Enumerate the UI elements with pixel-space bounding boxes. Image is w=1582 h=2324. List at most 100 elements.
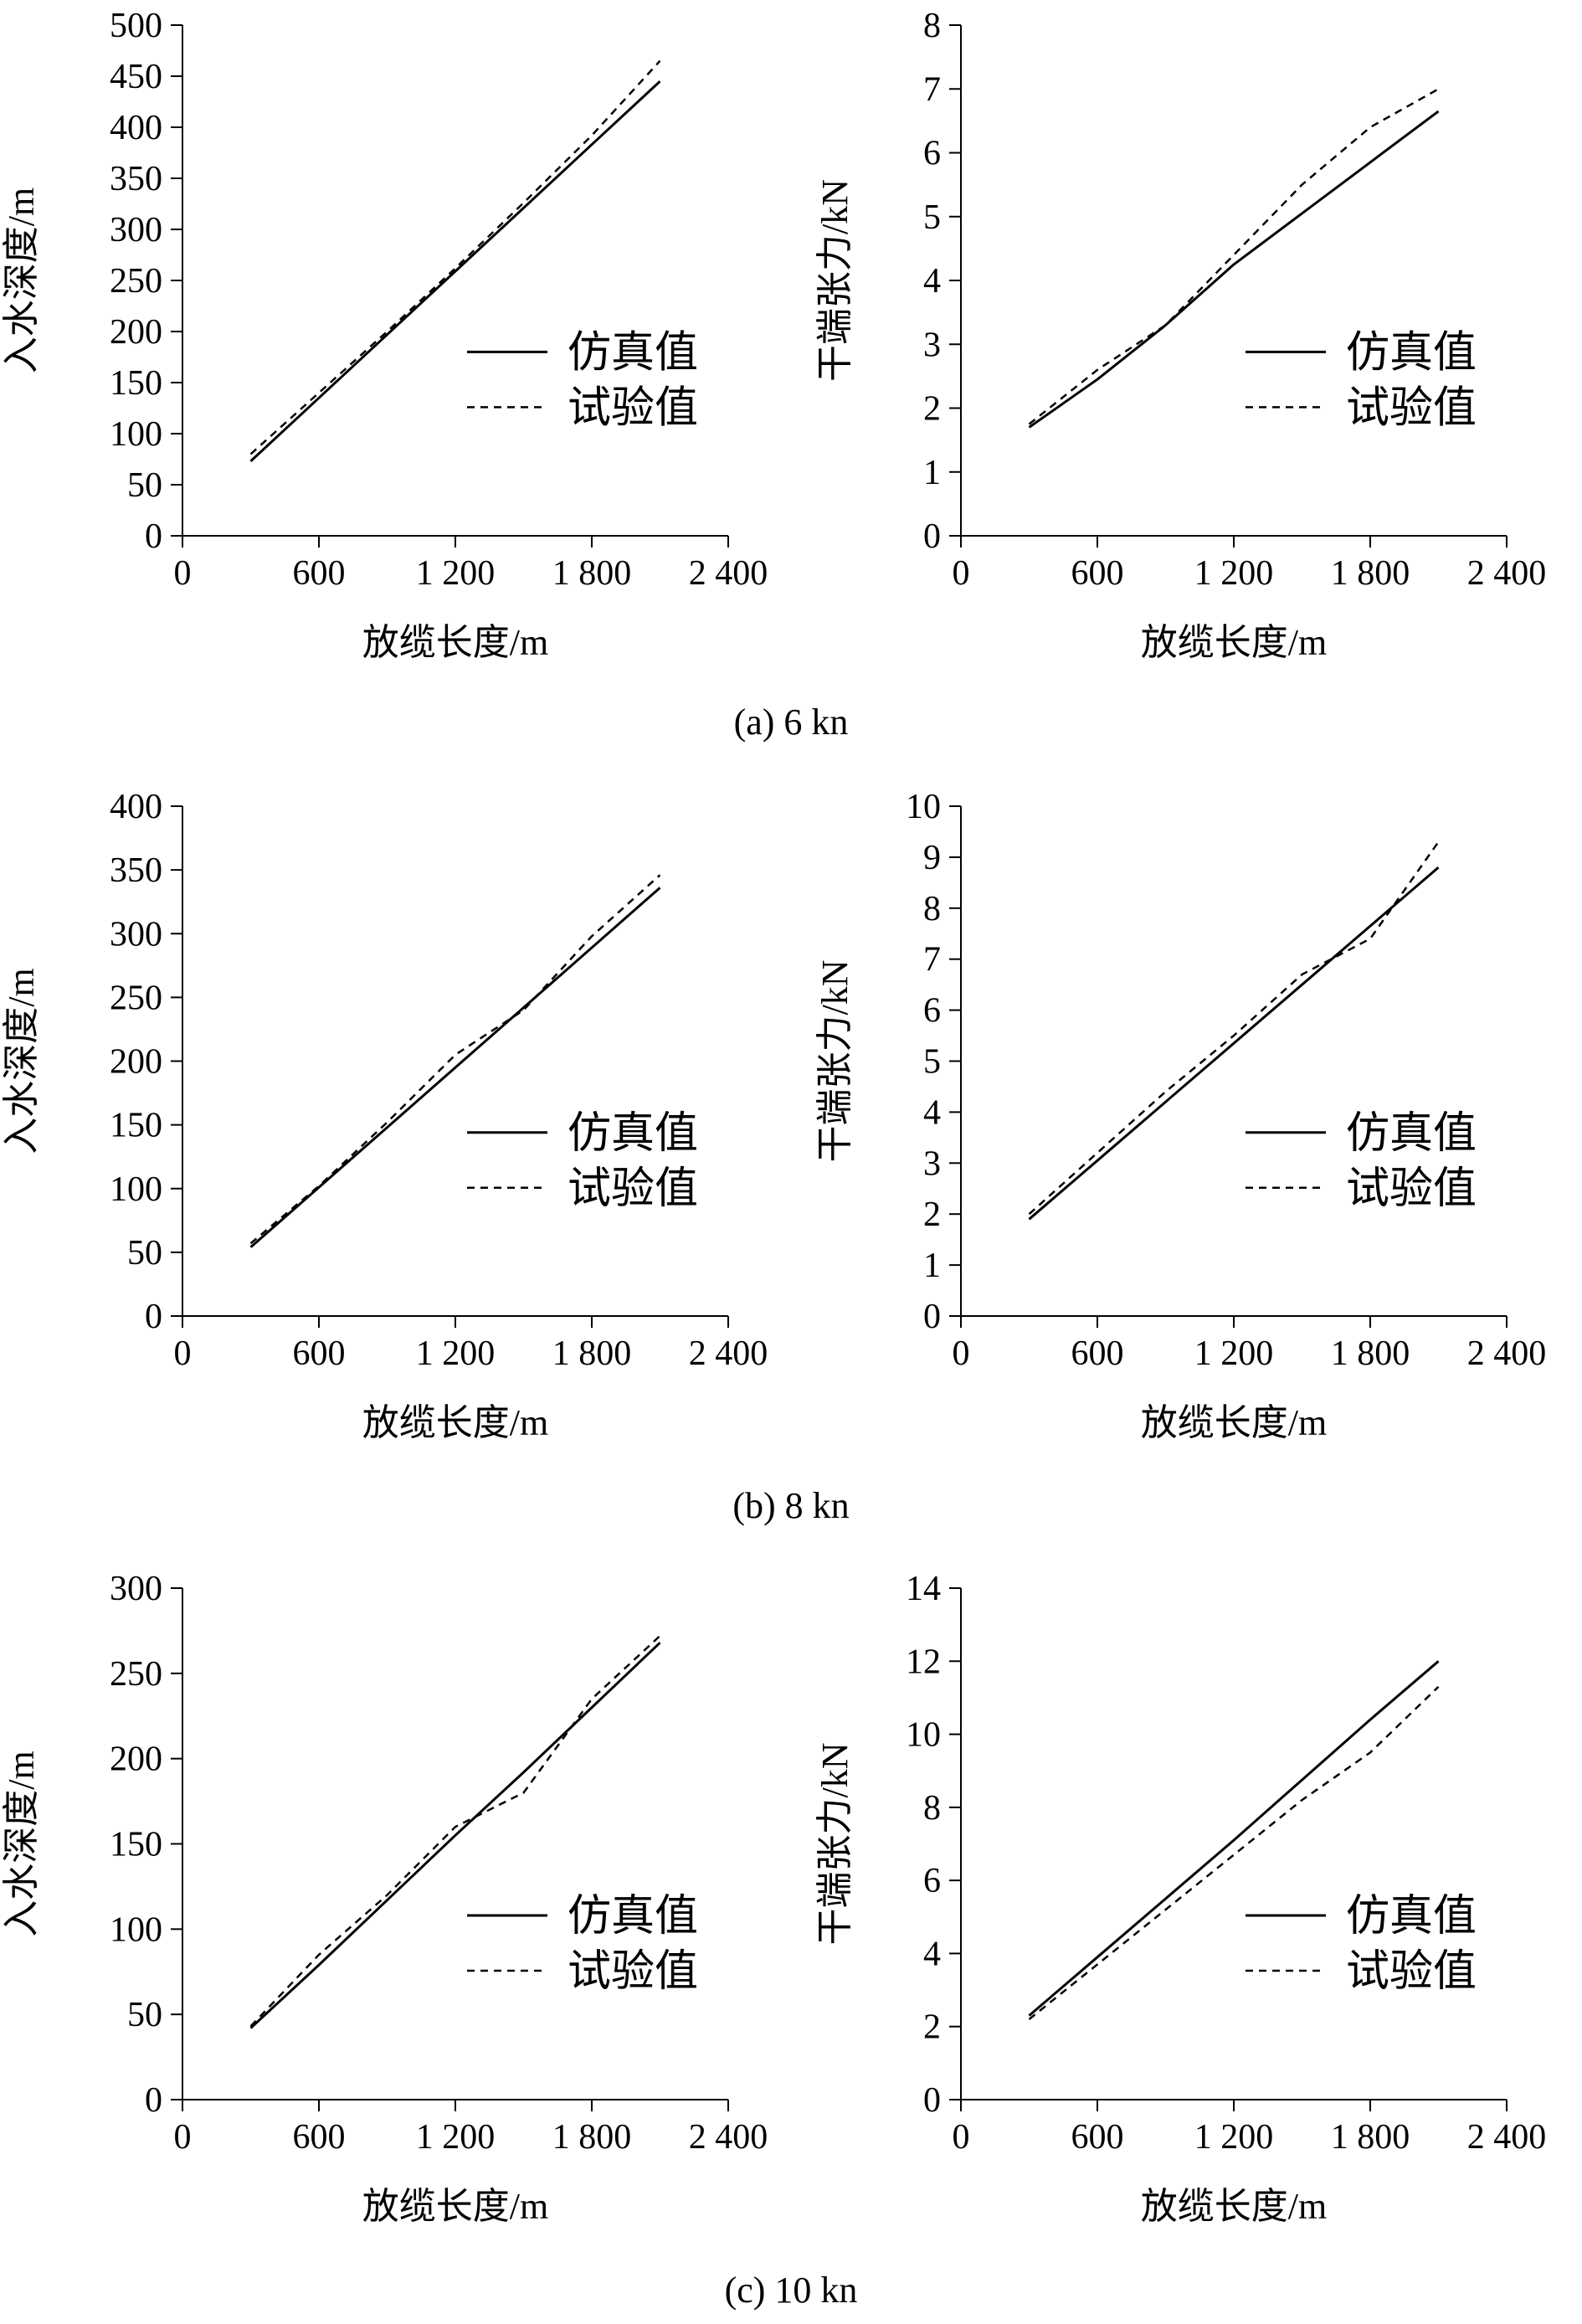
- legend-label: 仿真值: [1346, 1893, 1477, 1941]
- y-tick-label: 3: [923, 326, 941, 364]
- x-axis-title: 放缆长度/m: [1141, 2186, 1327, 2227]
- x-tick-label: 1 800: [552, 554, 632, 593]
- y-tick-label: 4: [923, 1935, 941, 1973]
- x-tick-label: 2 400: [1467, 2118, 1547, 2157]
- y-tick-label: 0: [923, 2081, 941, 2120]
- x-axis-title: 放缆长度/m: [362, 1402, 548, 1443]
- x-tick-label: 1 800: [1331, 1334, 1410, 1373]
- chart-b-right: 0 1 2 3 4 5 6 7 8 9 10 0 600 1 200 1 800 2 400 放缆长度/m 干端张…: [814, 788, 1546, 1443]
- y-tick-label: 0: [923, 517, 941, 556]
- x-tick-label: 0: [953, 1334, 970, 1373]
- x-tick-label: 1 800: [552, 2118, 632, 2157]
- y-tick-label: 100: [110, 1170, 162, 1209]
- y-tick-label: 2: [923, 390, 941, 429]
- y-tick-label: 50: [127, 466, 162, 505]
- y-tick-label: 100: [110, 1910, 162, 1949]
- x-axis-title: 放缆长度/m: [1141, 622, 1327, 663]
- x-tick-label: 0: [174, 1334, 192, 1373]
- series-line-experiment: [1028, 841, 1440, 1216]
- y-axis-title: 入水深度/m: [1, 968, 42, 1154]
- y-tick-label: 200: [110, 1043, 162, 1082]
- y-tick-label: 50: [127, 1234, 162, 1273]
- chart-c-left: 0 50 100 150 200 250 300 0 600 1 200 1 800 2 400 放缆长…: [1, 1570, 768, 2227]
- legend-label: 仿真值: [1346, 1110, 1477, 1158]
- y-tick-label: 500: [110, 7, 162, 45]
- x-tick-label: 600: [1071, 554, 1124, 593]
- y-tick-label: 4: [923, 1093, 941, 1132]
- x-tick-label: 0: [953, 554, 970, 593]
- x-tick-label: 1 200: [416, 2118, 496, 2157]
- x-tick-label: 600: [293, 2118, 346, 2157]
- caption-a: (a) 6 kn: [734, 702, 849, 743]
- y-tick-label: 5: [923, 1043, 941, 1082]
- legend-label: 仿真值: [568, 1893, 698, 1941]
- chart-a-left: 0 50 100 150 200 250 300 350 400 450 500 0 600 1 200 1…: [1, 7, 768, 663]
- x-tick-label: 2 400: [689, 554, 768, 593]
- caption-b: (b) 8 kn: [732, 1485, 849, 1526]
- y-tick-label: 8: [923, 1789, 941, 1828]
- x-tick-label: 1 200: [1194, 2118, 1274, 2157]
- x-tick-label: 600: [1071, 2118, 1124, 2157]
- x-tick-label: 2 400: [1467, 1334, 1547, 1373]
- x-tick-label: 0: [953, 2118, 970, 2157]
- x-tick-label: 1 200: [1194, 1334, 1274, 1373]
- chart-b-left: 0 50 100 150 200 250 300 350 400 0 600 1 200 1 800 2 …: [1, 788, 768, 1443]
- x-tick-label: 0: [174, 2118, 192, 2157]
- y-tick-label: 8: [923, 890, 941, 928]
- x-tick-label: 0: [174, 554, 192, 593]
- legend-label: 试验值: [1346, 1948, 1477, 1996]
- y-tick-label: 300: [110, 211, 162, 249]
- y-tick-label: 300: [110, 915, 162, 954]
- y-tick-label: 450: [110, 58, 162, 96]
- x-tick-label: 2 400: [689, 2118, 768, 2157]
- y-tick-label: 6: [923, 1862, 941, 1900]
- y-tick-label: 50: [127, 1996, 162, 2034]
- chart-a-right: 0 1 2 3 4 5 6 7 8 0 600 1 200 1 800 2 400 放缆长度/m 干端张力/k…: [814, 7, 1546, 663]
- y-tick-label: 7: [923, 70, 941, 109]
- y-tick-label: 150: [110, 1826, 162, 1864]
- y-tick-label: 200: [110, 1740, 162, 1779]
- y-tick-label: 250: [110, 262, 162, 301]
- x-tick-label: 1 800: [1331, 2118, 1410, 2157]
- y-tick-label: 2: [923, 2008, 941, 2047]
- y-tick-label: 8: [923, 7, 941, 45]
- series-line-experiment: [1028, 88, 1440, 425]
- series-line-experiment: [1028, 1685, 1440, 2020]
- x-axis-title: 放缆长度/m: [362, 2186, 548, 2227]
- y-tick-label: 300: [110, 1570, 162, 1608]
- legend-label: 仿真值: [568, 329, 698, 377]
- y-tick-label: 200: [110, 313, 162, 352]
- series-line-simulation: [1028, 1660, 1440, 2017]
- y-tick-label: 400: [110, 109, 162, 147]
- y-tick-label: 7: [923, 941, 941, 979]
- legend-label: 试验值: [1346, 1165, 1477, 1213]
- legend-label: 试验值: [568, 384, 698, 432]
- series-line-simulation: [249, 887, 661, 1248]
- x-tick-label: 1 800: [552, 1334, 632, 1373]
- y-tick-label: 3: [923, 1144, 941, 1183]
- y-tick-label: 6: [923, 135, 941, 173]
- y-tick-label: 400: [110, 788, 162, 826]
- x-tick-label: 1 200: [416, 554, 496, 593]
- y-tick-label: 12: [906, 1643, 941, 1681]
- y-tick-label: 250: [110, 979, 162, 1017]
- x-tick-label: 1 200: [1194, 554, 1274, 593]
- chart-c-right: 0 2 4 6 8 10 12 14 0 600 1 200 1 800 2 400 放缆长度/m 干端张力…: [814, 1570, 1546, 2227]
- x-tick-label: 2 400: [689, 1334, 768, 1373]
- y-tick-label: 350: [110, 160, 162, 198]
- y-axis-title: 干端张力/kN: [814, 1743, 855, 1946]
- y-tick-label: 100: [110, 415, 162, 454]
- y-tick-label: 350: [110, 851, 162, 890]
- legend-label: 仿真值: [1346, 329, 1477, 377]
- y-tick-label: 0: [145, 1298, 162, 1336]
- x-tick-label: 600: [293, 1334, 346, 1373]
- y-tick-label: 4: [923, 262, 941, 301]
- legend-label: 试验值: [568, 1948, 698, 1996]
- series-line-simulation: [249, 80, 661, 462]
- x-tick-label: 600: [1071, 1334, 1124, 1373]
- legend-label: 试验值: [1346, 384, 1477, 432]
- y-tick-label: 0: [145, 2081, 162, 2120]
- y-axis-title: 入水深度/m: [1, 188, 42, 373]
